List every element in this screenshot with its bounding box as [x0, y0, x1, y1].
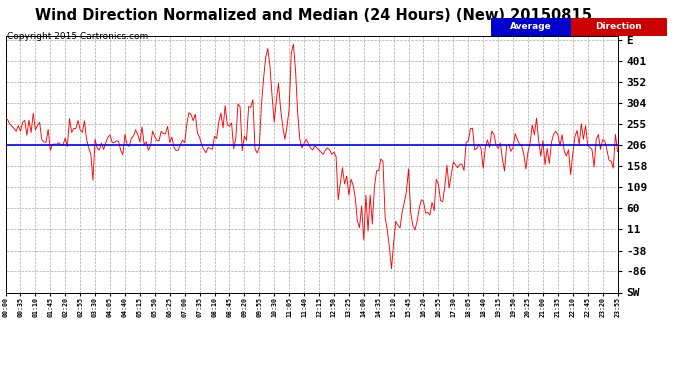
- Text: Wind Direction Normalized and Median (24 Hours) (New) 20150815: Wind Direction Normalized and Median (24…: [35, 8, 593, 23]
- Text: Average: Average: [510, 22, 552, 31]
- Text: Copyright 2015 Cartronics.com: Copyright 2015 Cartronics.com: [7, 32, 148, 41]
- Text: Direction: Direction: [595, 22, 642, 31]
